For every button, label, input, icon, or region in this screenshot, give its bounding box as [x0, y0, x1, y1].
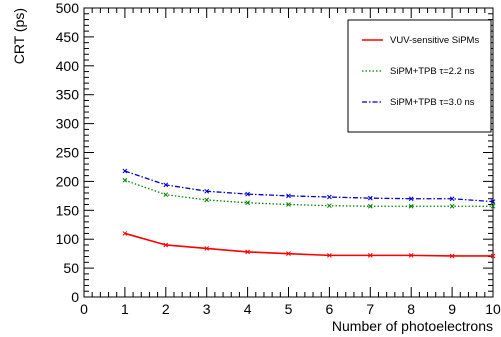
- data-point: [408, 203, 414, 209]
- series-line-1: [124, 179, 493, 207]
- data-point: [327, 253, 332, 258]
- data-point: [122, 177, 128, 183]
- data-point: [245, 249, 250, 255]
- data-point: [163, 192, 169, 198]
- data-point: [367, 253, 373, 258]
- legend-box: [347, 19, 492, 133]
- y-tick-label: 50: [63, 260, 79, 276]
- tick-labels: 0 50 100 150 200 250 300 350 400 450 500 0 1 2 3 4 5 6 7 8 9…: [56, 0, 501, 317]
- y-axis-title: CRT (ps): [11, 8, 27, 64]
- y-tick-label: 0: [71, 289, 79, 305]
- data-point: [327, 203, 332, 209]
- data-point: [449, 196, 455, 202]
- data-point: [490, 199, 496, 204]
- y-tick-label: 400: [56, 58, 80, 74]
- y-tick-label: 150: [56, 202, 80, 218]
- y-tick-label: 250: [56, 145, 80, 161]
- y-tick-label: 500: [56, 0, 80, 16]
- data-point: [204, 246, 210, 251]
- y-tick-label: 300: [56, 116, 80, 132]
- data-point: [367, 195, 373, 201]
- legend-label-vuv: VUV-sensitive SiPMs: [390, 35, 479, 46]
- y-tick-label: 100: [56, 231, 80, 247]
- data-point: [163, 182, 169, 188]
- x-tick-label: 0: [80, 301, 88, 317]
- x-tick-label: 9: [448, 301, 456, 317]
- x-tick-label: 8: [407, 301, 415, 317]
- series-line-0: [124, 232, 493, 257]
- data-point: [204, 188, 210, 194]
- data-point: [245, 200, 250, 206]
- legend: VUV-sensitive SiPMs SiPM+TPB τ=2.2 ns Si…: [347, 19, 492, 133]
- data-point: [449, 203, 455, 209]
- data-point: [408, 196, 414, 202]
- x-axis-title: Number of photoelectrons: [332, 318, 493, 334]
- series-line-2: [124, 170, 494, 203]
- x-tick-label: 2: [162, 301, 170, 317]
- data-point: [245, 191, 250, 197]
- data-point: [163, 242, 169, 248]
- axis-ticks: [83, 7, 494, 298]
- data-point: [367, 203, 373, 209]
- data-point: [122, 168, 128, 174]
- data-point: [122, 231, 128, 236]
- y-tick-label: 200: [56, 173, 80, 189]
- series-layer: [122, 168, 496, 259]
- data-point: [490, 203, 496, 209]
- x-tick-label: 5: [285, 301, 293, 317]
- y-tick-label: 450: [56, 29, 80, 45]
- data-point: [327, 194, 332, 200]
- x-tick-label: 10: [485, 301, 501, 317]
- plot-frame: [83, 7, 494, 298]
- data-point: [286, 193, 291, 199]
- data-point: [449, 253, 455, 259]
- x-tick-label: 3: [203, 301, 211, 317]
- x-tick-label: 4: [244, 301, 252, 317]
- data-point: [286, 251, 291, 257]
- data-point: [286, 202, 291, 207]
- x-tick-label: 6: [326, 301, 334, 317]
- data-point: [204, 197, 210, 203]
- y-tick-label: 350: [56, 87, 80, 103]
- x-tick-label: 1: [121, 301, 129, 317]
- data-point: [490, 253, 496, 259]
- legend-label-tpb-2-2: SiPM+TPB τ=2.2 ns: [390, 66, 475, 77]
- data-point: [408, 253, 414, 258]
- x-tick-label: 7: [366, 301, 374, 317]
- legend-label-tpb-3-0: SiPM+TPB τ=3.0 ns: [390, 97, 475, 108]
